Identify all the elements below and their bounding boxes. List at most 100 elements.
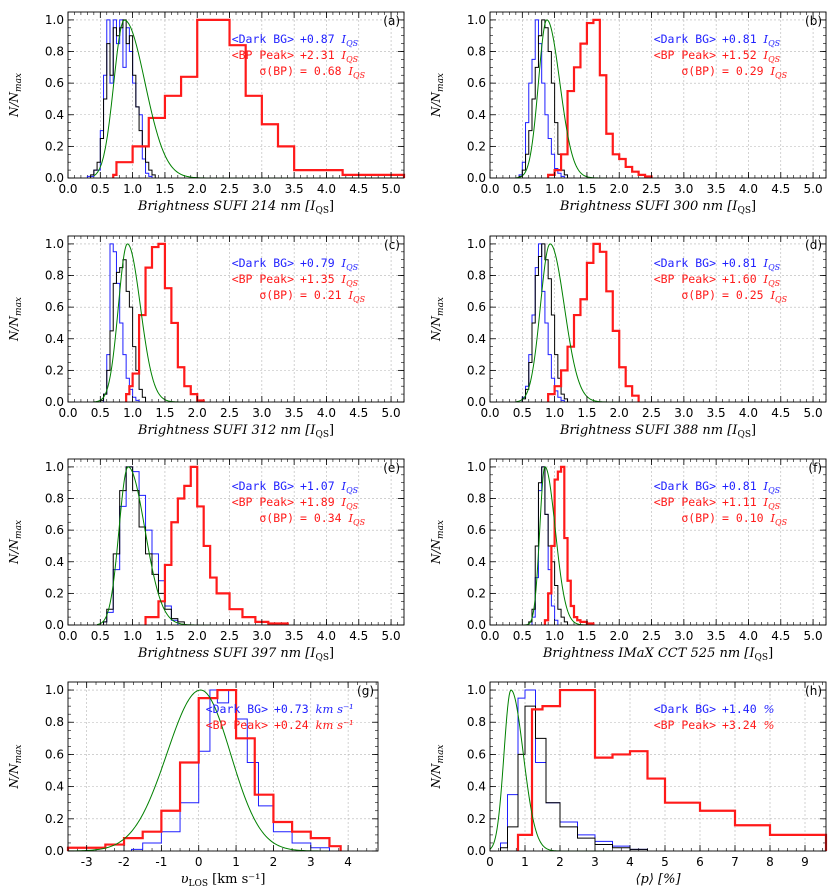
y-label-main: N/N (7, 538, 21, 565)
stat-name: <BP Peak> (654, 48, 716, 62)
stat-number: = 0.29 (722, 64, 770, 78)
stat-value: +1.35 IQS (300, 272, 359, 288)
stat-value: +2.31 IQS (300, 48, 359, 64)
stat-unit: I (769, 288, 775, 302)
stat-unit: I (347, 288, 353, 302)
stat-value: +1.07 IQS (300, 479, 359, 495)
stat-name: <Dark BG> (206, 702, 268, 716)
stat-unit-sub: QS (775, 518, 788, 527)
x-tick-label: 0 (195, 855, 203, 869)
x-tick-label: 1.0 (545, 629, 564, 643)
panel-label: (h) (805, 684, 822, 698)
stat-unit: I (341, 479, 347, 493)
y-label-main: N/N (7, 763, 21, 790)
x-tick-label: 6 (696, 855, 704, 869)
panel-b: 0.0 0.5 1.0 1.5 2.0 2.5 3.0 3.5 4.0 4.5 5.0 0.0 0.2 0… (429, 11, 827, 216)
x-tick-label: 9 (801, 855, 809, 869)
bp-histogram (516, 688, 828, 851)
y-tick-label: 0.0 (467, 395, 486, 409)
y-tick-label: 0.6 (45, 300, 64, 314)
x-tick-label: 2.0 (188, 406, 207, 420)
y-tick-label: 0.0 (45, 171, 64, 185)
y-tick-label: 0.2 (467, 812, 486, 826)
y-tick-label: 0.8 (467, 269, 486, 283)
y-tick-label: 1.0 (45, 237, 64, 251)
x-tick-label: 2.5 (220, 182, 239, 196)
x-label-end: ] (329, 423, 334, 438)
x-label-end: [km s⁻¹] (208, 872, 265, 887)
x-tick-label: 5.0 (804, 406, 823, 420)
x-tick-label: -3 (81, 855, 93, 869)
panel-label: (c) (384, 238, 400, 252)
x-label-sub: QS (315, 430, 329, 440)
x-tick-label: 0.5 (513, 406, 532, 420)
x-label-main: Brightness SUFI 214 nm [I (137, 199, 316, 214)
x-tick-label: 5.0 (804, 182, 823, 196)
stat-number: +1.40 (722, 702, 764, 716)
x-tick-label: 1.0 (123, 182, 142, 196)
x-tick-label: 5.0 (382, 629, 401, 643)
stat-name: <Dark BG> (232, 479, 294, 493)
y-tick-label: 0.6 (467, 523, 486, 537)
stat-unit-sub: QS (353, 71, 366, 80)
x-axis-label: υLOS [km s⁻¹] (181, 872, 266, 889)
x-tick-label: 0.0 (58, 182, 77, 196)
stat-unit-sub: QS (346, 279, 359, 288)
stat-name: <BP Peak> (654, 272, 716, 286)
x-label-sub: QS (755, 653, 769, 663)
x-tick-label: 3 (307, 855, 315, 869)
stat-value: +0.87 IQS (300, 32, 359, 48)
y-label-sub: max (14, 73, 24, 92)
stat-unit-sub: QS (768, 279, 781, 288)
y-tick-label: 0.2 (467, 586, 486, 600)
fit-curve (96, 466, 211, 626)
stat-name: σ(BP) (259, 511, 294, 525)
x-tick-label: 4.5 (771, 182, 790, 196)
x-tick-label: 0.0 (58, 406, 77, 420)
y-axis-label: N/Nmax (7, 744, 24, 789)
y-tick-label: 0.4 (45, 108, 64, 122)
x-label-main: Brightness IMaX CCT 525 nm [I (542, 646, 756, 661)
y-label-sub: max (14, 520, 24, 539)
stat-unit: I (341, 272, 347, 286)
stat-value: +0.81 IQS (722, 256, 781, 272)
y-tick-label: 0.6 (45, 523, 64, 537)
plot-frame (67, 11, 405, 179)
x-tick-label: 5.0 (382, 182, 401, 196)
x-tick-label: 0.5 (91, 629, 110, 643)
bp-histogram (125, 242, 205, 402)
x-tick-label: 4 (344, 855, 352, 869)
x-tick-label: 0.5 (91, 182, 110, 196)
stat-number: +0.24 (274, 718, 316, 732)
y-label-main: N/N (429, 538, 443, 565)
y-tick-label: 1.0 (467, 13, 486, 27)
y-tick-label: 0.0 (467, 171, 486, 185)
stat-value: +0.24 km s⁻¹ (274, 718, 354, 732)
x-label-main: Brightness SUFI 300 nm [I (559, 199, 738, 214)
plot-frame (489, 681, 827, 852)
x-tick-label: 5.0 (804, 629, 823, 643)
x-axis-label: Brightness SUFI 214 nm [IQS] (137, 199, 334, 216)
y-tick-label: 0.8 (467, 492, 486, 506)
x-tick-label: 4.5 (771, 406, 790, 420)
panel-e: 0.0 0.5 1.0 1.5 2.0 2.5 3.0 3.5 4.0 4.5 5.0 0.0 0.2 0… (7, 458, 405, 663)
panel-c: 0.0 0.5 1.0 1.5 2.0 2.5 3.0 3.5 4.0 4.5 5.0 0.0 0.2 0… (7, 235, 405, 440)
x-tick-label: 4.5 (349, 406, 368, 420)
x-tick-label: 0.0 (480, 406, 499, 420)
x-tick-label: 5 (661, 855, 669, 869)
x-tick-label: 0.0 (480, 629, 499, 643)
x-tick-label: 0.5 (91, 406, 110, 420)
x-tick-label: 4.0 (739, 182, 758, 196)
x-tick-label: 4.0 (739, 406, 758, 420)
stat-unit-sub: QS (346, 263, 359, 272)
y-tick-label: 0.2 (467, 363, 486, 377)
x-tick-label: 1.5 (155, 182, 174, 196)
y-label-sub: max (14, 744, 24, 763)
stat-unit-sub: QS (346, 486, 359, 495)
x-label-main: Brightness SUFI 388 nm [I (559, 423, 738, 438)
fit-curve (522, 466, 587, 626)
x-tick-label: 3.0 (252, 182, 271, 196)
x-tick-label: 4.0 (317, 629, 336, 643)
x-label-end: ] (329, 199, 334, 214)
stat-unit: I (763, 495, 769, 509)
